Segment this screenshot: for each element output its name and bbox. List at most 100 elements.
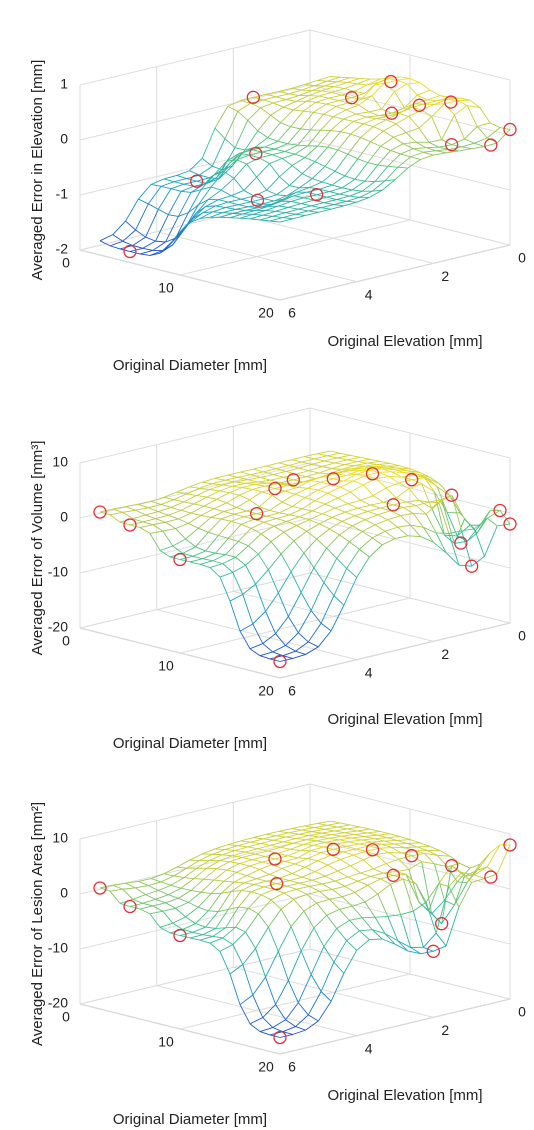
mesh-line: [247, 120, 259, 132]
mesh-line: [297, 1002, 309, 1016]
mesh-line: [336, 557, 347, 569]
mesh-line: [257, 479, 271, 483]
mesh-line: [273, 102, 284, 108]
mesh-line: [212, 165, 223, 171]
mesh-line: [346, 845, 357, 850]
mesh-line: [200, 508, 215, 516]
mesh-line: [356, 848, 367, 852]
mesh-line: [429, 89, 441, 97]
mesh-line: [158, 507, 172, 512]
mesh-line: [360, 126, 374, 138]
mesh-line: [297, 480, 311, 488]
mesh-line: [291, 87, 302, 91]
mesh-line: [329, 820, 341, 824]
mesh-line: [302, 871, 316, 878]
mesh-line: [320, 991, 332, 1002]
mesh-line: [382, 538, 396, 546]
mesh-line: [280, 909, 292, 927]
mesh-line: [222, 481, 236, 486]
mesh-line: [369, 458, 381, 462]
mesh-line: [431, 103, 445, 118]
mesh-line: [484, 142, 498, 147]
mesh-line: [321, 462, 335, 468]
mesh-line: [426, 146, 439, 149]
mesh-line: [221, 147, 236, 170]
mesh-line: [394, 91, 405, 108]
mesh-line: [222, 556, 236, 565]
mesh-line: [168, 509, 182, 516]
mesh-line: [236, 499, 250, 508]
mesh-line: [306, 530, 317, 540]
mesh-line: [371, 82, 385, 97]
mesh-line: [311, 460, 325, 465]
mesh-line: [291, 497, 306, 507]
mesh-line: [170, 884, 182, 889]
mesh-line: [427, 99, 438, 102]
mesh-line: [209, 942, 221, 952]
mesh-line: [233, 881, 244, 884]
mesh-line: [99, 234, 113, 242]
mesh-line: [277, 951, 289, 981]
mesh-line: [288, 461, 302, 466]
mesh-line: [282, 217, 293, 220]
mesh-line: [387, 78, 398, 81]
mesh-line: [387, 76, 401, 80]
mesh-line: [417, 94, 428, 101]
mesh-line: [152, 905, 163, 912]
mesh-line: [280, 540, 295, 555]
mesh-line: [374, 837, 388, 840]
mesh-line: [257, 913, 269, 928]
mesh-line: [251, 201, 262, 205]
y-tick-label: 6: [288, 683, 296, 699]
mesh-line: [334, 507, 346, 513]
mesh-line: [428, 499, 442, 503]
mesh-line: [229, 492, 240, 496]
mesh-line: [435, 532, 447, 554]
mesh-line: [327, 146, 338, 151]
y-tick-label: 0: [518, 1004, 526, 1020]
mesh-line: [193, 878, 204, 880]
mesh-line: [261, 200, 274, 205]
mesh-line: [122, 240, 133, 246]
mesh-line: [292, 873, 303, 878]
mesh-line: [300, 128, 311, 131]
mesh-line: [295, 95, 310, 102]
mesh-line: [253, 880, 267, 885]
mesh-line: [391, 107, 405, 114]
mesh-line: [304, 80, 318, 86]
mesh-line: [175, 528, 186, 540]
mesh-line: [229, 213, 243, 219]
mesh-line: [404, 846, 418, 849]
mesh-line: [307, 622, 322, 643]
mesh-line: [286, 187, 300, 197]
mesh-line: [165, 521, 176, 529]
mesh-line: [191, 512, 202, 516]
mesh-line: [284, 144, 298, 152]
mesh-line: [267, 909, 282, 928]
z-axis-label: Averaged Error in Elevation [mm]: [29, 60, 46, 281]
mesh-line: [454, 114, 465, 140]
mesh-line: [293, 100, 307, 111]
mesh-line: [179, 559, 191, 563]
mesh-line: [297, 144, 308, 147]
mesh-line: [276, 93, 289, 98]
mesh-line: [242, 583, 256, 595]
mesh-line: [312, 879, 323, 885]
mesh-line: [333, 204, 344, 207]
mesh-line: [168, 894, 179, 899]
mesh-line: [306, 523, 320, 532]
mesh-line: [262, 151, 273, 156]
mesh-line: [125, 506, 136, 511]
z-tick-label: -2: [56, 241, 69, 257]
mesh-line: [370, 872, 384, 877]
mesh-line: [215, 552, 226, 556]
mesh-line: [355, 113, 367, 118]
mesh-line: [361, 531, 373, 539]
mesh-line: [138, 503, 149, 509]
mesh-line: [172, 545, 184, 554]
mesh-line: [290, 571, 302, 593]
mesh-line: [354, 178, 366, 182]
mesh-line: [250, 886, 265, 893]
mesh-line: [290, 552, 305, 573]
mesh-line: [308, 207, 322, 212]
